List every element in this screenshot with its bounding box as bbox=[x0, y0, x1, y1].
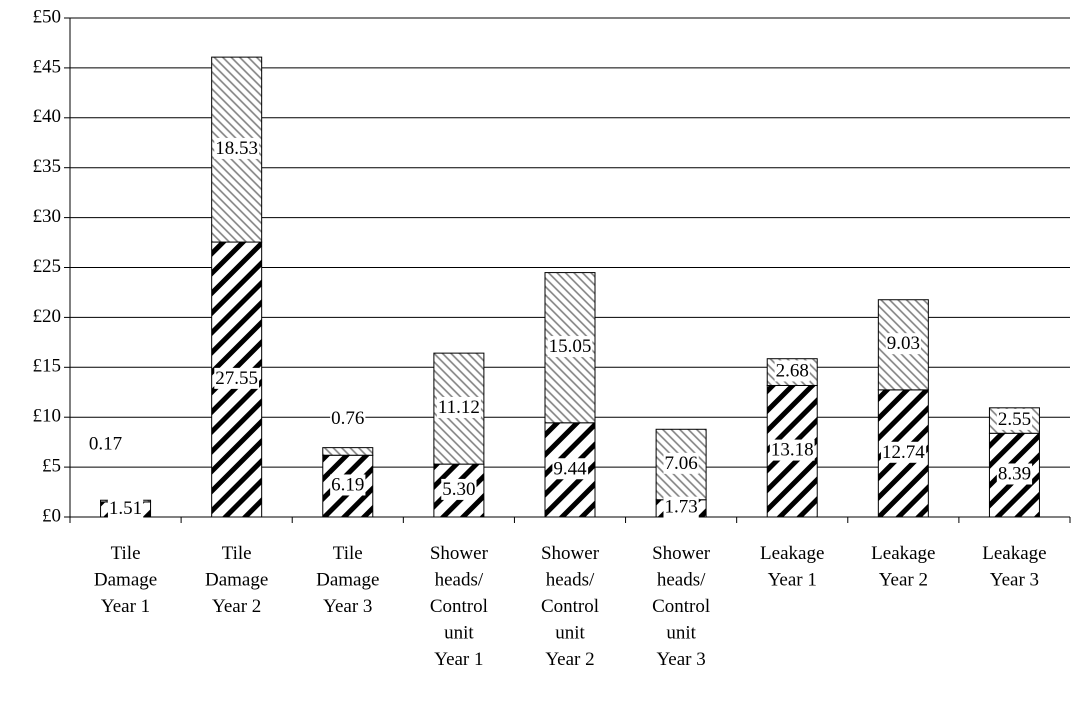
data-label-bg bbox=[87, 433, 124, 455]
y-tick-label: £0 bbox=[42, 505, 61, 526]
data-label: 0.17 bbox=[89, 434, 122, 455]
x-tick-label: Shower heads/Control unit Year 3 bbox=[652, 543, 711, 670]
data-label-bg bbox=[436, 396, 481, 418]
data-label: 27.55 bbox=[215, 368, 258, 389]
data-label-bg bbox=[885, 333, 921, 355]
bar-segment bbox=[322, 447, 374, 456]
x-tick-label: Tile Damage Year 2 bbox=[205, 543, 268, 617]
y-tick-label: £25 bbox=[33, 256, 62, 277]
data-label: 9.03 bbox=[887, 333, 920, 354]
y-tick-label: £15 bbox=[33, 356, 62, 377]
y-tick-label: £35 bbox=[33, 156, 62, 177]
y-tick-label: £50 bbox=[33, 6, 62, 27]
data-label-bg bbox=[996, 408, 1033, 430]
data-label-bg bbox=[330, 407, 366, 429]
data-label: 1.73 bbox=[664, 497, 697, 518]
data-label-bg bbox=[441, 478, 477, 500]
data-label-bg bbox=[214, 137, 260, 159]
data-label: 8.39 bbox=[998, 463, 1031, 484]
data-label: 9.44 bbox=[553, 458, 587, 479]
x-tick-label: Shower heads/Control unit Year 1 bbox=[430, 543, 489, 670]
data-label: 2.68 bbox=[776, 360, 809, 381]
y-tick-label: £30 bbox=[33, 206, 62, 227]
data-label-bg bbox=[880, 441, 927, 463]
y-tick-label: £20 bbox=[33, 306, 62, 327]
x-tick-label: Leakage Year 1 bbox=[760, 543, 824, 591]
data-label: 11.12 bbox=[438, 397, 480, 418]
y-tick-label: £5 bbox=[42, 455, 61, 476]
data-label: 1.51 bbox=[109, 498, 142, 519]
data-label-bg bbox=[107, 497, 144, 519]
data-label-bg bbox=[214, 367, 260, 389]
data-label: 2.55 bbox=[998, 409, 1031, 430]
data-label: 15.05 bbox=[549, 336, 592, 357]
data-label-bg bbox=[769, 439, 815, 461]
data-label-bg bbox=[663, 452, 699, 474]
data-label-bg bbox=[774, 360, 810, 382]
x-tick-label: Leakage Year 2 bbox=[871, 543, 935, 591]
y-tick-label: £45 bbox=[33, 56, 62, 77]
x-tick-label: Tile Damage Year 3 bbox=[316, 543, 379, 617]
data-label-bg bbox=[663, 496, 699, 518]
data-label-bg bbox=[330, 474, 366, 496]
data-label-bg bbox=[996, 463, 1033, 485]
data-label-bg bbox=[552, 458, 589, 480]
x-tick-label: Tile Damage Year 1 bbox=[94, 543, 157, 617]
x-tick-label: Leakage Year 3 bbox=[982, 543, 1046, 591]
data-label: 5.30 bbox=[442, 479, 475, 500]
data-label: 0.76 bbox=[331, 408, 364, 429]
data-label: 12.74 bbox=[882, 442, 925, 463]
x-tick-label: Shower heads/Control unit Year 2 bbox=[541, 543, 600, 670]
data-label-bg bbox=[547, 336, 593, 358]
y-tick-label: £10 bbox=[33, 406, 62, 427]
data-label: 18.53 bbox=[215, 138, 258, 159]
data-label: 13.18 bbox=[771, 440, 814, 461]
data-label: 6.19 bbox=[331, 474, 364, 495]
y-tick-label: £40 bbox=[33, 106, 62, 127]
data-label: 7.06 bbox=[664, 453, 697, 474]
